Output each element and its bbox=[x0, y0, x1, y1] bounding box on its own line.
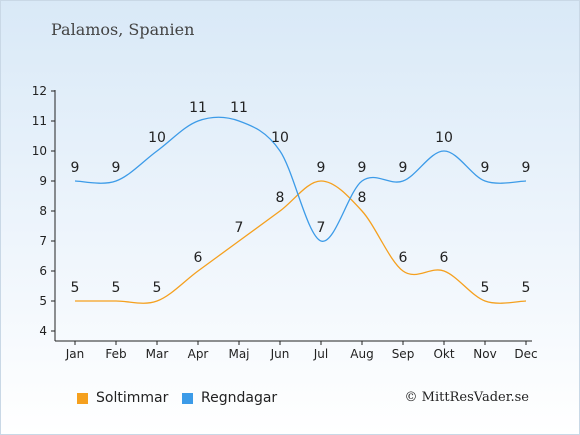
data-label-sun: 5 bbox=[153, 280, 162, 296]
y-tick-label: 11 bbox=[32, 114, 47, 128]
data-label-rain: 9 bbox=[399, 160, 408, 176]
y-tick-label: 12 bbox=[32, 84, 47, 98]
data-label-sun: 9 bbox=[317, 160, 326, 176]
x-tick-label: Jul bbox=[313, 347, 328, 361]
series-line-rain bbox=[74, 116, 527, 242]
x-tick-label: Dec bbox=[514, 347, 537, 361]
data-label-rain: 10 bbox=[148, 130, 166, 146]
y-tick-label: 7 bbox=[39, 234, 47, 248]
legend-item-sun: Soltimmar bbox=[77, 390, 168, 406]
x-tick-label: Nov bbox=[473, 347, 496, 361]
data-label-sun: 5 bbox=[522, 280, 531, 296]
y-tick-label: 9 bbox=[39, 174, 47, 188]
y-tick-label: 4 bbox=[39, 324, 47, 338]
data-label-rain: 10 bbox=[271, 130, 289, 146]
y-tick-label: 5 bbox=[39, 294, 47, 308]
data-label-sun: 5 bbox=[112, 280, 121, 296]
legend-swatch-rain bbox=[182, 392, 193, 404]
chart-title: Palamos, Spanien bbox=[51, 20, 195, 39]
data-label-sun: 6 bbox=[399, 250, 408, 266]
x-tick-label: Aug bbox=[350, 347, 373, 361]
data-label-sun: 6 bbox=[194, 250, 203, 266]
x-tick-label: Okt bbox=[433, 347, 454, 361]
data-label-rain: 7 bbox=[317, 220, 326, 236]
data-label-rain: 9 bbox=[112, 160, 121, 176]
x-tick-label: Mar bbox=[146, 347, 169, 361]
data-label-sun: 6 bbox=[440, 250, 449, 266]
legend-item-rain: Regndagar bbox=[182, 390, 277, 406]
x-tick-label: Jun bbox=[270, 347, 290, 361]
x-tick-label: Apr bbox=[188, 347, 209, 361]
data-label-rain: 9 bbox=[71, 160, 80, 176]
data-label-sun: 7 bbox=[235, 220, 244, 236]
x-tick-label: Feb bbox=[105, 347, 126, 361]
legend-swatch-sun bbox=[77, 392, 88, 404]
data-label-rain: 9 bbox=[522, 160, 531, 176]
data-label-sun: 5 bbox=[71, 280, 80, 296]
series-line-sun bbox=[74, 180, 527, 304]
legend-label-rain: Regndagar bbox=[201, 390, 278, 406]
y-tick-label: 8 bbox=[39, 204, 47, 218]
y-tick-label: 6 bbox=[39, 264, 47, 278]
data-label-sun: 8 bbox=[358, 190, 367, 206]
data-label-rain: 11 bbox=[189, 100, 207, 116]
x-tick-label: Sep bbox=[392, 347, 415, 361]
x-tick-label: Maj bbox=[228, 347, 249, 361]
legend-label-sun: Soltimmar bbox=[96, 390, 169, 406]
data-label-rain: 11 bbox=[230, 100, 248, 116]
data-label-rain: 9 bbox=[481, 160, 490, 176]
x-tick-label: Jan bbox=[65, 347, 85, 361]
credit-text: © MittResVader.se bbox=[404, 390, 529, 405]
data-label-rain: 10 bbox=[435, 130, 453, 146]
data-label-sun: 5 bbox=[481, 280, 490, 296]
y-tick-label: 10 bbox=[32, 144, 47, 158]
data-label-rain: 9 bbox=[358, 160, 367, 176]
data-label-sun: 8 bbox=[276, 190, 285, 206]
